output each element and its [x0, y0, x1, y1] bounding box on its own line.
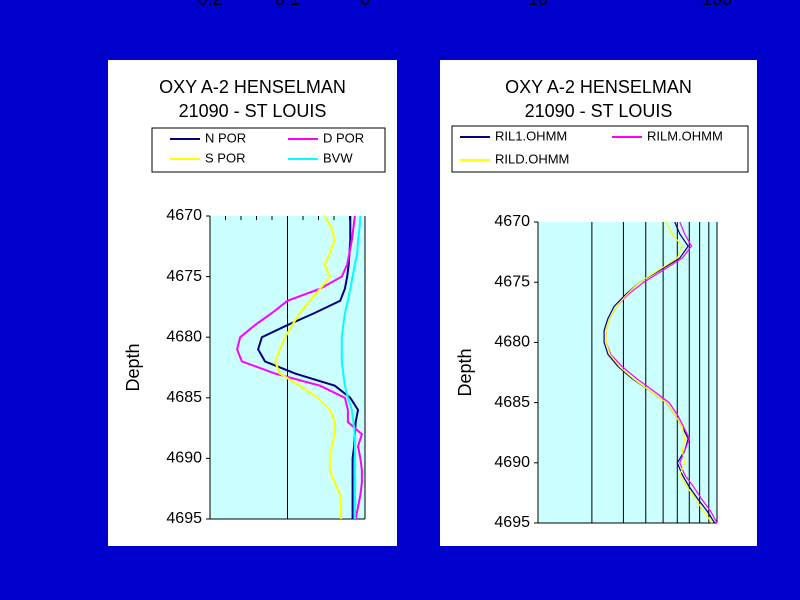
y-tick-label: 4670: [494, 213, 530, 230]
legend-label: RIL1.OHMM: [495, 128, 567, 143]
y-tick-label: 4695: [494, 514, 530, 531]
legend-label: D POR: [323, 130, 364, 145]
series-line: [340, 215, 362, 519]
series-line: [605, 221, 718, 524]
y-axis-title: Depth: [455, 348, 475, 396]
series-line: [603, 221, 716, 524]
chart-subtitle: 21090 - ST LOUIS: [179, 101, 327, 121]
series-line: [605, 221, 713, 524]
series-line: [236, 215, 364, 520]
x-tick-label: 0.1: [275, 0, 300, 9]
plot-area: [538, 222, 717, 523]
y-tick-label: 4675: [494, 273, 530, 290]
y-tick-label: 4680: [166, 328, 202, 345]
legend-label: BVW: [323, 150, 353, 165]
x-tick-label: 10: [528, 0, 548, 9]
y-tick-label: 4680: [494, 334, 530, 351]
legend-label: S POR: [205, 150, 245, 165]
chart-title: OXY A-2 HENSELMAN: [505, 77, 692, 97]
y-tick-label: 4695: [166, 510, 202, 527]
legend-box: [451, 125, 749, 173]
y-tick-label: 4670: [166, 207, 202, 224]
series-line: [274, 215, 342, 519]
y-tick-label: 4690: [494, 454, 530, 471]
x-tick-label: 100: [702, 0, 732, 9]
y-axis-title: Depth: [123, 343, 143, 391]
chart-title: OXY A-2 HENSELMAN: [159, 77, 346, 97]
x-tick-label: 0.2: [197, 0, 222, 9]
y-tick-label: 4685: [166, 389, 202, 406]
chart-subtitle: 21090 - ST LOUIS: [525, 101, 673, 121]
series-line: [257, 216, 360, 519]
legend-label: N POR: [205, 130, 246, 145]
y-tick-label: 4690: [166, 450, 202, 467]
legend-box: [151, 127, 386, 173]
y-tick-label: 4685: [494, 394, 530, 411]
y-tick-label: 4675: [166, 268, 202, 285]
legend-label: RILM.OHMM: [647, 128, 723, 143]
x-tick-label: 0: [360, 0, 370, 9]
legend-label: RILD.OHMM: [495, 151, 569, 166]
